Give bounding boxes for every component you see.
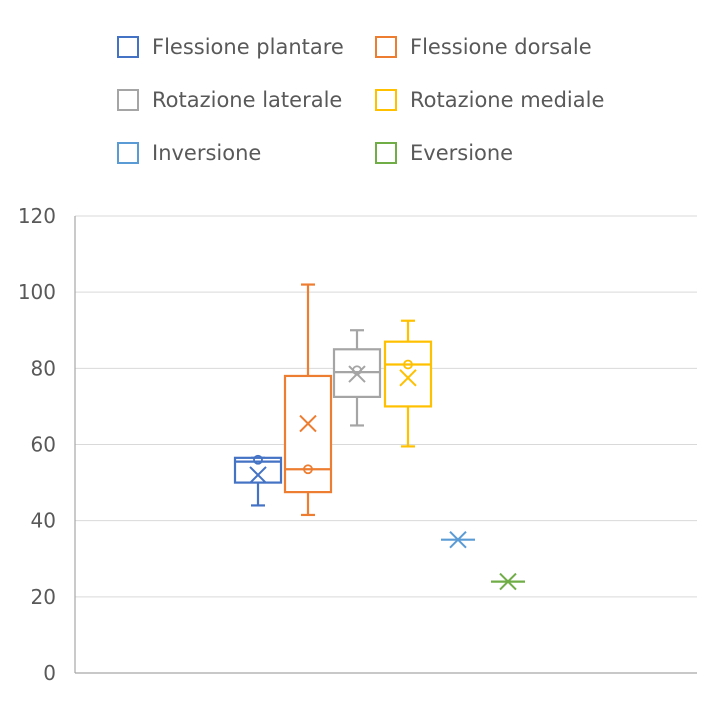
legend-label: Rotazione laterale [152,88,342,112]
mean-marker [499,572,517,591]
legend-label: Eversione [410,141,513,165]
legend-swatch [117,36,139,58]
y-tick-label: 60 [31,433,56,457]
box-series [441,531,475,549]
legend-label: Rotazione mediale [410,88,604,112]
y-tick-label: 20 [31,585,56,609]
gridlines [75,215,697,598]
y-tick-label: 120 [18,204,56,228]
box-series [491,572,525,591]
data-point [253,454,263,465]
axes [74,216,697,674]
plot-area [233,283,525,591]
mean-marker [399,369,417,387]
legend: Flessione plantare Flessione dorsale Rotaz… [117,35,604,165]
y-axis-ticks: 0 20 40 60 80 100 120 [18,204,56,685]
legend-label: Flessione plantare [152,35,344,59]
box-series [283,283,333,517]
mean-marker [249,466,267,484]
legend-label: Inversione [152,141,261,165]
y-tick-label: 0 [43,661,56,685]
legend-label: Flessione dorsale [410,35,592,59]
legend-swatch [117,142,139,164]
mean-marker [299,414,317,433]
legend-swatch [375,36,397,58]
box-series [233,454,283,507]
y-tick-label: 40 [31,509,56,533]
legend-swatch [375,142,397,164]
data-point [403,359,413,370]
legend-swatch [375,89,397,111]
box [383,340,433,408]
box-series [383,319,433,448]
mean-marker [449,531,467,549]
box-series [332,329,382,427]
mean-marker [348,365,366,383]
box [283,374,333,494]
data-point [303,464,313,475]
y-tick-label: 80 [31,356,56,380]
y-tick-label: 100 [18,280,56,304]
legend-swatch [117,89,139,111]
